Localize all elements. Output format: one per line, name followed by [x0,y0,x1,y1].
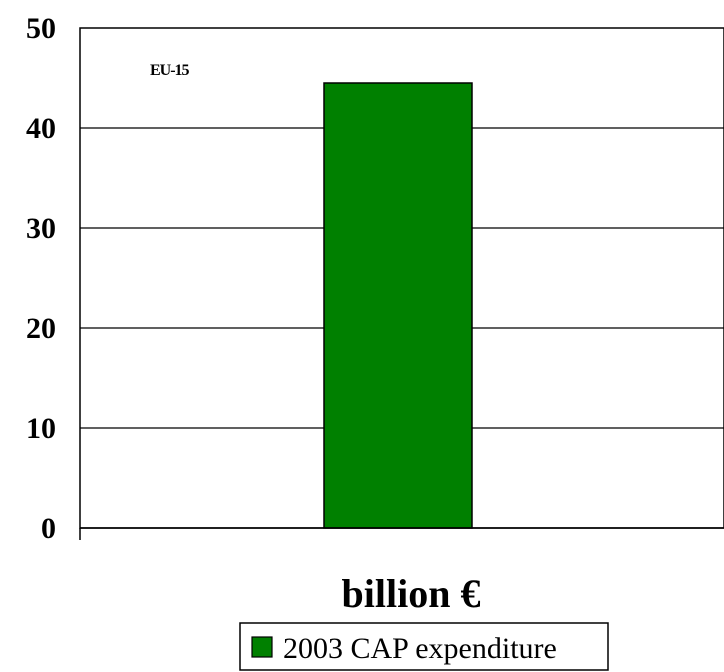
legend-label: 2003 CAP expenditure [283,632,557,665]
y-tick-label: 20 [26,312,56,345]
y-tick-label: 40 [26,112,56,145]
bar [323,82,473,529]
bars [323,82,473,529]
legend-box [239,622,609,671]
legend: 2003 CAP expenditure [239,622,609,671]
annotation-eu15: EU-15 [150,62,190,79]
legend-swatch [251,636,273,658]
y-axis-ticks: 0 10 20 30 40 50 [26,12,56,545]
y-tick-label: 0 [41,512,56,545]
x-axis-label: billion € [342,571,481,616]
y-tick-label: 30 [26,212,56,245]
y-tick-label: 10 [26,412,56,445]
y-tick-label: 50 [26,12,56,45]
